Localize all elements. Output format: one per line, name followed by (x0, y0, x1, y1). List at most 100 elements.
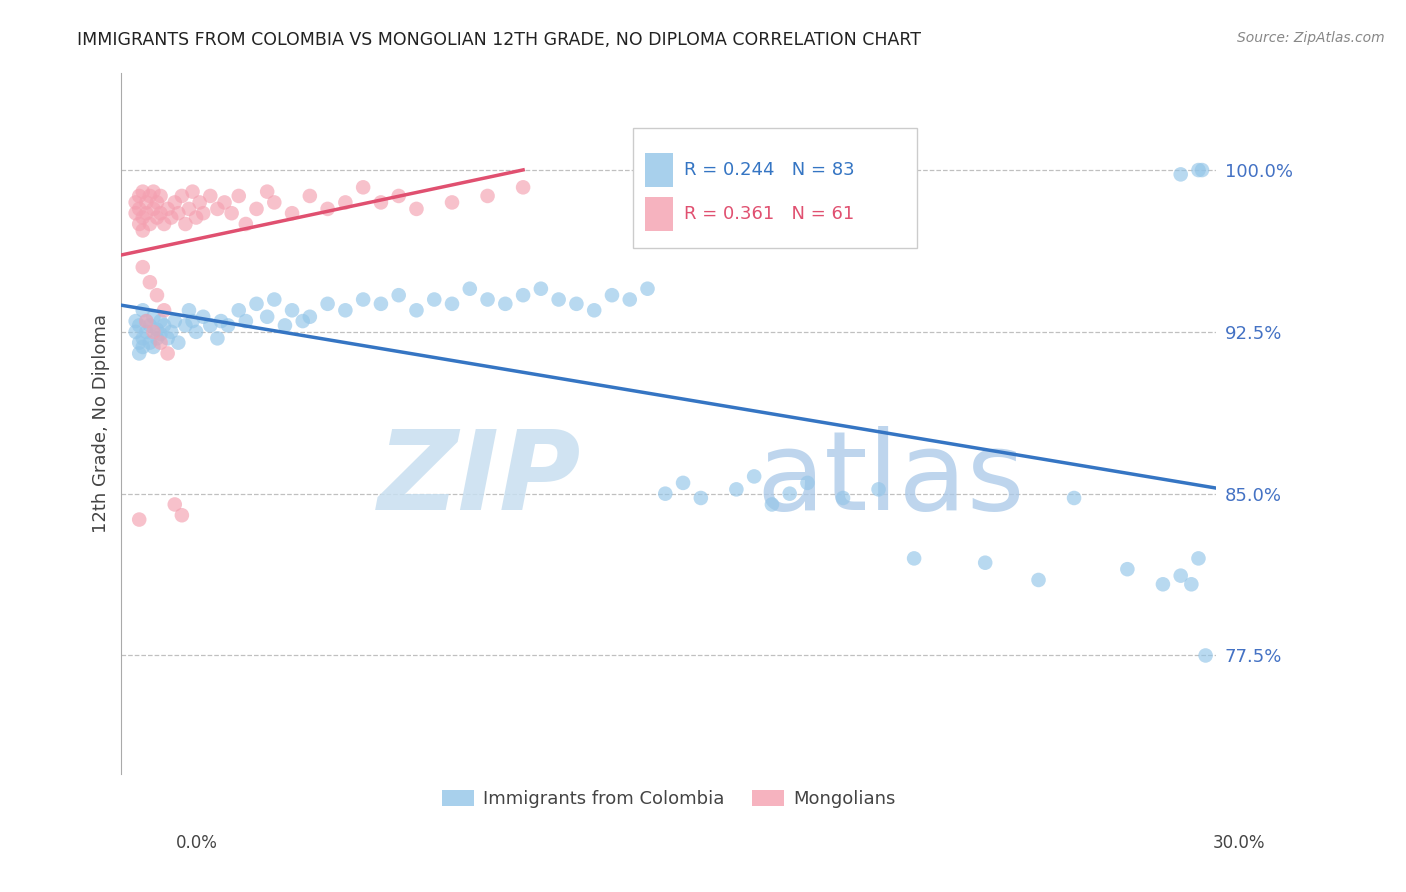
Point (245, 297, 267, 311)
Point (274, 318, 297, 333)
Point (149, 335, 172, 350)
Point (124, 195, 146, 210)
Point (619, 293, 641, 307)
Point (170, 508, 193, 523)
Point (235, 217, 257, 231)
Point (181, 185, 204, 199)
Point (1028, 573, 1050, 587)
Point (256, 310, 278, 324)
Point (217, 318, 239, 333)
Point (512, 288, 534, 302)
Point (1063, 491, 1085, 505)
Point (149, 314, 172, 328)
Point (1180, 577, 1202, 591)
Point (124, 325, 146, 339)
Point (405, 303, 427, 318)
Point (139, 275, 162, 289)
Point (167, 335, 190, 350)
Point (128, 512, 150, 526)
Point (135, 206, 157, 220)
Point (1152, 577, 1174, 591)
Point (128, 318, 150, 333)
Point (135, 314, 157, 328)
Point (163, 498, 186, 512)
Point (146, 288, 169, 302)
Point (388, 288, 411, 302)
Point (352, 293, 374, 307)
Point (177, 303, 200, 318)
Point (188, 195, 211, 210)
Point (832, 491, 855, 505)
Point (477, 293, 499, 307)
Point (174, 217, 197, 231)
Point (135, 195, 157, 210)
Point (583, 303, 606, 318)
Point (156, 331, 179, 345)
Point (440, 297, 463, 311)
Point (352, 180, 374, 194)
Point (128, 189, 150, 203)
Point (193, 310, 215, 324)
Point (142, 310, 165, 324)
Point (796, 475, 818, 490)
Point (200, 189, 222, 203)
Point (1191, 163, 1213, 178)
Text: ZIP: ZIP (378, 426, 581, 533)
Point (228, 189, 250, 203)
Point (142, 185, 165, 199)
Point (1170, 568, 1192, 582)
Point (132, 260, 155, 274)
Point (139, 335, 162, 350)
Point (298, 189, 321, 203)
Point (423, 293, 446, 307)
Point (139, 217, 162, 231)
Point (335, 303, 357, 318)
Point (228, 303, 250, 318)
Point (263, 293, 285, 307)
Point (779, 486, 801, 500)
Point (149, 189, 172, 203)
Point (146, 195, 169, 210)
Point (974, 556, 997, 570)
Point (132, 303, 155, 318)
Point (160, 325, 183, 339)
Legend: Immigrants from Colombia, Mongolians: Immigrants from Colombia, Mongolians (434, 783, 903, 815)
Point (146, 331, 169, 345)
Text: 30.0%: 30.0% (1213, 834, 1265, 852)
Point (235, 314, 257, 328)
Point (245, 202, 267, 216)
Point (153, 303, 176, 318)
Point (163, 195, 186, 210)
Point (174, 318, 197, 333)
Point (1187, 551, 1209, 566)
Point (1170, 167, 1192, 181)
Point (132, 185, 155, 199)
Point (132, 211, 155, 225)
Point (153, 318, 176, 333)
Point (221, 206, 243, 220)
Point (637, 282, 659, 296)
Point (207, 331, 229, 345)
Point (184, 325, 207, 339)
Point (153, 217, 176, 231)
Point (177, 202, 200, 216)
Point (146, 211, 169, 225)
Point (388, 189, 411, 203)
Point (142, 325, 165, 339)
Point (209, 314, 232, 328)
Point (298, 310, 321, 324)
Point (128, 335, 150, 350)
Point (124, 314, 146, 328)
Point (689, 491, 711, 505)
Point (149, 326, 172, 341)
Point (370, 195, 392, 210)
Point (761, 498, 783, 512)
Point (1187, 163, 1209, 178)
Point (167, 206, 190, 220)
Point (142, 340, 165, 354)
Point (494, 297, 516, 311)
Point (565, 297, 588, 311)
Point (654, 486, 676, 500)
Point (214, 195, 236, 210)
Point (868, 483, 890, 497)
